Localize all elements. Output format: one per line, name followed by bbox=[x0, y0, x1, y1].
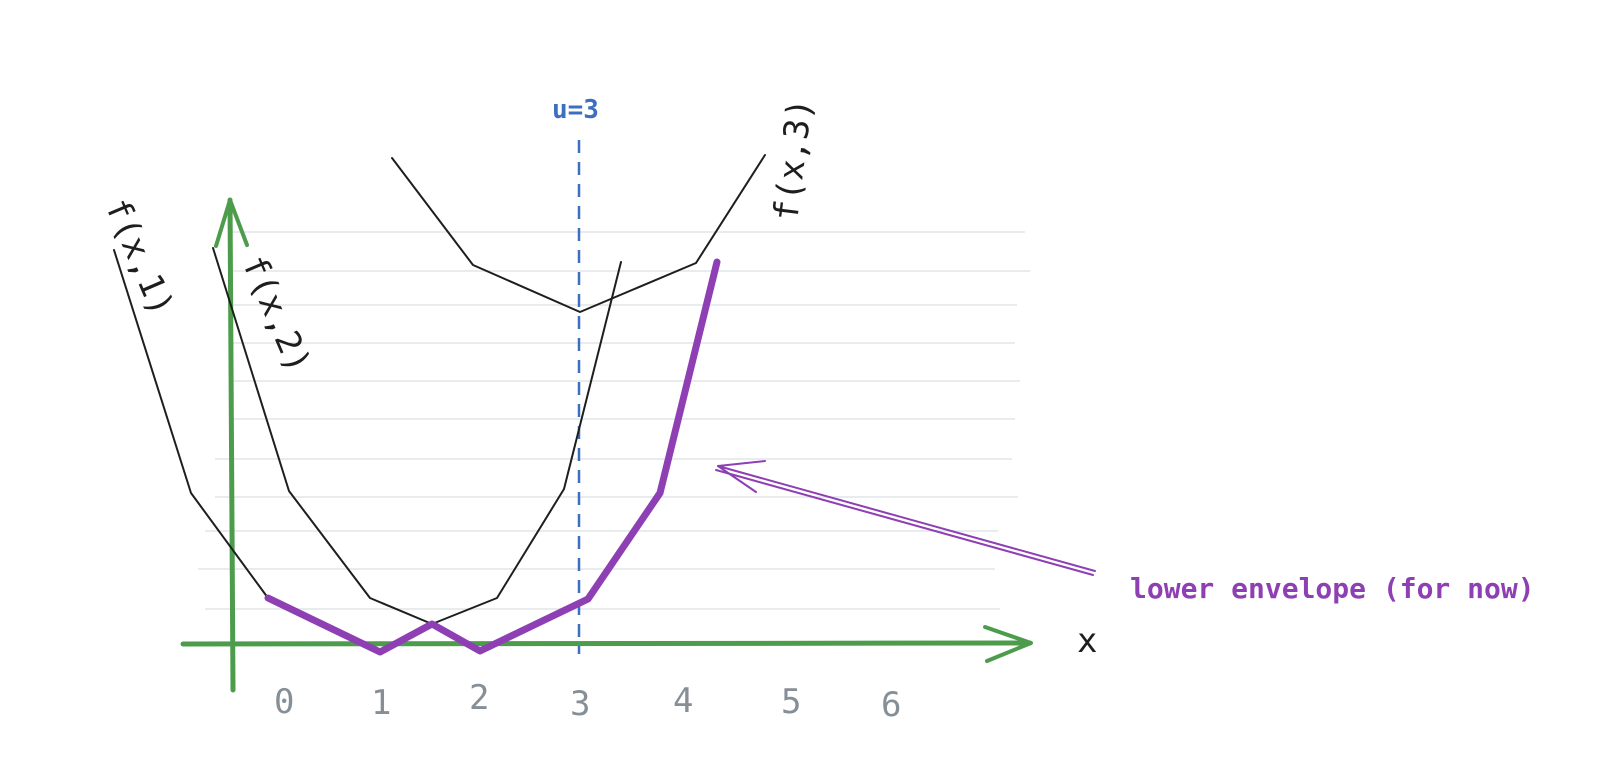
x-axis-label: x bbox=[1077, 621, 1097, 661]
curves bbox=[113, 154, 766, 653]
x-tick-label: 4 bbox=[673, 681, 693, 721]
u-label: u=3 bbox=[552, 95, 599, 125]
x-axis-arrowhead bbox=[983, 625, 1033, 663]
axes bbox=[180, 197, 1033, 693]
x-tick-label: 2 bbox=[469, 678, 489, 718]
x-axis bbox=[180, 640, 1033, 647]
y-axis-arrowhead bbox=[214, 198, 249, 248]
background-lines bbox=[198, 231, 1030, 610]
x-tick-label: 1 bbox=[371, 683, 391, 723]
y-axis bbox=[227, 197, 236, 693]
x-tick-label: 5 bbox=[781, 682, 801, 722]
annotation-arrow-shaft bbox=[717, 465, 1096, 572]
annotation-arrow-shaft-inner bbox=[715, 469, 1094, 576]
annotation-arrow-head bbox=[717, 460, 766, 493]
curve-f-x-3 bbox=[391, 154, 766, 313]
x-tick-labels: 0 1 2 3 4 5 6 bbox=[274, 678, 901, 725]
curve-label-f-x-1: f(x,1) bbox=[97, 193, 182, 322]
lower-envelope bbox=[264, 258, 721, 656]
x-tick-label: 3 bbox=[570, 684, 590, 724]
annotation-arrow bbox=[715, 460, 1096, 576]
curve-label-f-x-2: f(x,2) bbox=[234, 250, 319, 379]
x-tick-label: 6 bbox=[881, 685, 901, 725]
curve-label-f-x-3: f(x,3) bbox=[766, 96, 821, 223]
x-tick-label: 0 bbox=[274, 682, 294, 722]
curve-f-x-1 bbox=[113, 249, 586, 653]
envelope-annotation: lower envelope (for now) bbox=[1130, 572, 1535, 605]
